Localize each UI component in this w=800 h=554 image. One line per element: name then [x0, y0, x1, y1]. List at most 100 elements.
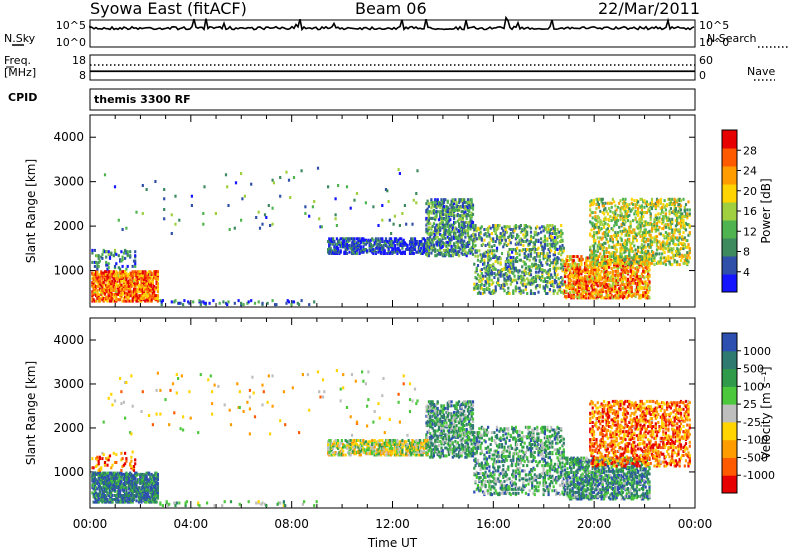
power-cell — [508, 264, 511, 267]
power-cell — [642, 245, 645, 249]
power-cell — [610, 275, 613, 279]
power-cell — [546, 285, 549, 289]
power-cell — [358, 237, 361, 241]
velocity-cell — [102, 476, 105, 480]
power-cell — [441, 244, 444, 248]
power-cell — [581, 291, 584, 295]
power-cell — [505, 292, 509, 295]
velocity-cell — [102, 486, 105, 490]
power-cell — [677, 216, 680, 220]
power-cell — [630, 241, 633, 245]
power-cell — [431, 203, 434, 207]
power-cell — [471, 223, 475, 227]
power-cell — [527, 253, 530, 257]
power-cell — [534, 265, 538, 269]
power-cell — [628, 228, 631, 232]
power-cell — [552, 238, 555, 242]
power-cell — [113, 278, 117, 282]
power-cell — [603, 249, 606, 253]
power-cell — [610, 259, 613, 263]
power-cell — [608, 283, 611, 287]
power-cell — [153, 295, 156, 299]
power-cell — [584, 261, 587, 265]
power-cell — [490, 290, 493, 294]
power-cell — [523, 272, 526, 275]
power-cell — [97, 278, 100, 282]
power-cell — [408, 242, 412, 246]
power-cell — [91, 260, 94, 264]
power-cell — [503, 282, 506, 286]
power-cell — [621, 280, 625, 284]
power-cell — [664, 204, 667, 208]
power-cell — [546, 292, 549, 295]
power-cell — [448, 251, 451, 255]
power-cell — [125, 271, 128, 275]
power-cell — [422, 237, 425, 241]
power-cell — [580, 276, 583, 280]
power-cell — [424, 238, 427, 242]
velocity-cell — [97, 471, 100, 475]
power-cell — [222, 300, 225, 304]
power-cell — [546, 252, 549, 255]
power-cell — [487, 264, 490, 267]
power-cell — [683, 224, 686, 228]
power-cell — [426, 219, 429, 223]
power-cell — [497, 261, 500, 265]
power-cell — [618, 287, 621, 291]
power-cell — [151, 278, 154, 282]
power-cell — [643, 244, 646, 248]
power-cell — [614, 280, 617, 284]
power-cell — [668, 232, 671, 236]
power-cell — [608, 217, 611, 221]
power-cell — [541, 274, 544, 278]
power-cell — [571, 261, 574, 265]
power-cell — [410, 248, 413, 251]
power-cell — [594, 217, 597, 221]
power-cell — [364, 201, 367, 205]
nave-label: Nave — [747, 65, 776, 78]
power-cell — [456, 212, 459, 216]
power-cell — [526, 256, 529, 259]
power-cell — [553, 281, 556, 285]
power-cell — [483, 228, 486, 231]
power-cell — [565, 284, 568, 288]
power-cell — [531, 281, 534, 285]
power-cell — [650, 200, 654, 204]
power-cell — [648, 223, 651, 227]
power-cell — [553, 244, 556, 247]
power-cell — [594, 268, 597, 272]
power-cell — [286, 299, 289, 303]
velocity-cell — [102, 471, 105, 475]
power-cell — [613, 260, 616, 264]
power-cell — [124, 256, 127, 260]
power-cell — [430, 231, 433, 235]
power-cell — [419, 246, 422, 250]
power-cell — [673, 236, 676, 240]
power-cell — [453, 214, 456, 218]
power-cell — [550, 242, 553, 246]
power-cell — [459, 239, 462, 243]
power-cell — [484, 254, 487, 258]
power-cell — [379, 250, 383, 254]
power-cell — [485, 277, 488, 281]
power-cell — [600, 281, 603, 285]
power-cell — [363, 238, 366, 242]
power-cell — [224, 173, 228, 177]
power-cell — [446, 219, 449, 223]
power-cell — [638, 217, 641, 221]
power-cell — [103, 278, 107, 282]
power-cell — [630, 261, 633, 265]
power-cell — [369, 238, 372, 242]
power-cell — [463, 243, 466, 247]
power-cell — [634, 235, 637, 239]
power-cell — [465, 242, 468, 246]
power-cell — [639, 235, 642, 239]
power-cell — [149, 272, 152, 276]
power-cell — [624, 228, 627, 232]
power-cell — [679, 204, 683, 208]
power-cell — [449, 238, 452, 242]
power-cell — [667, 237, 670, 241]
power-cell — [371, 249, 374, 253]
power-cell — [116, 271, 119, 275]
power-cell — [523, 256, 526, 259]
